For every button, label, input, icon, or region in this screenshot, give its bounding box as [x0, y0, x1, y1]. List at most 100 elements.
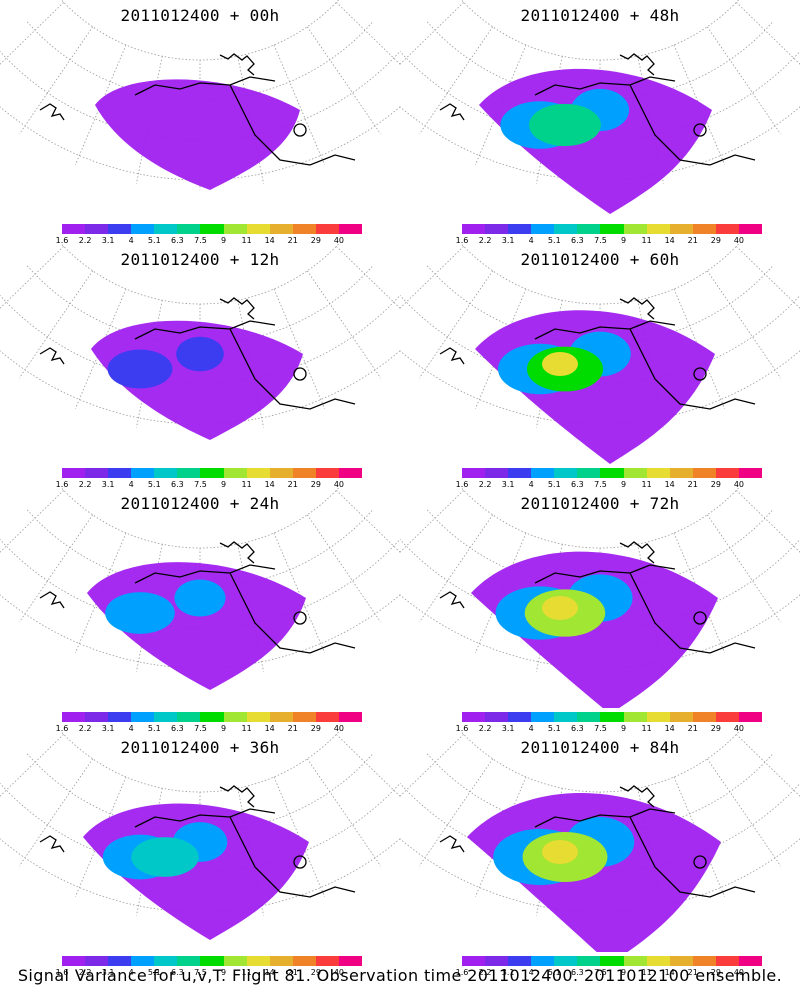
map-grid — [0, 488, 400, 678]
coastline — [39, 53, 356, 166]
colorbar-tick-label: 7.5 — [194, 724, 207, 733]
variance-region-mid — [107, 349, 173, 389]
colorbar-tick-label: 6.3 — [571, 724, 584, 733]
colorbar-swatch — [177, 712, 201, 722]
colorbar-tick-label: 14 — [264, 480, 275, 489]
colorbar-tick-label: 21 — [287, 968, 298, 977]
colorbar-ticks: 1.6 2.2 3.1 4 5.1 6.3 7.5 9 11 14 21 29 40 — [56, 236, 366, 246]
map-plot — [0, 488, 400, 690]
colorbar-tick-label: 9 — [620, 968, 627, 977]
colorbar-tick-label: 40 — [333, 724, 345, 733]
colorbar-tick-label: 2.2 — [478, 968, 492, 977]
colorbar-swatch — [200, 468, 224, 478]
colorbar-swatch — [577, 468, 601, 478]
colorbar-swatch — [200, 712, 224, 722]
colorbar-tick-label: 40 — [733, 236, 745, 245]
colorbar-swatch — [62, 224, 86, 234]
colorbar-swatch — [315, 224, 339, 234]
colorbar-tick-label: 2.2 — [478, 480, 492, 489]
colorbar-swatch — [246, 956, 270, 966]
colorbar-swatch — [338, 956, 363, 966]
colorbar-tick-label: 14 — [664, 724, 675, 733]
colorbar — [462, 956, 763, 966]
colorbar-swatch — [715, 712, 739, 722]
colorbar-swatch — [531, 224, 555, 234]
colorbar-ticks: 1.6 2.2 3.1 4 5.1 6.3 7.5 9 11 14 21 29 40 — [56, 968, 366, 978]
colorbar-tick-label: 2.2 — [478, 236, 492, 245]
colorbar-swatch — [669, 956, 693, 966]
colorbar-tick-label: 5.1 — [547, 968, 561, 977]
colorbar-swatch — [108, 224, 132, 234]
colorbar-swatch — [600, 468, 624, 478]
map-plot — [400, 0, 800, 215]
colorbar-tick-label: 14 — [664, 236, 675, 245]
colorbar-swatch — [338, 712, 363, 722]
colorbar-tick-label: 4 — [528, 968, 534, 977]
colorbar-swatch — [177, 468, 201, 478]
colorbar-swatch — [738, 956, 763, 966]
colorbar-tick-label: 1.6 — [455, 236, 469, 245]
colorbar-swatch — [692, 468, 716, 478]
colorbar-swatch — [292, 712, 316, 722]
colorbar-tick-label: 3.1 — [101, 236, 115, 245]
colorbar-swatch — [108, 712, 132, 722]
map-panel: 2011012400 + 72h 1.6 2.2 3.1 4 5.1 6.3 7.5 9 11 14… — [400, 488, 800, 736]
colorbar-tick-label: 7.5 — [594, 480, 607, 489]
coastline — [439, 785, 756, 898]
colorbar-tick-label: 21 — [287, 724, 298, 733]
map-panel: 2011012400 + 60h 1.6 2.2 3.1 4 5.1 6.3 7.5 9 11 14… — [400, 244, 800, 492]
colorbar-tick-label: 29 — [310, 480, 321, 489]
colorbar-ticks: 1.6 2.2 3.1 4 5.1 6.3 7.5 9 11 14 21 29 40 — [456, 724, 766, 734]
colorbar-tick-label: 9 — [220, 724, 227, 733]
colorbar-swatch — [338, 224, 363, 234]
colorbar-tick-label: 4 — [528, 724, 534, 733]
colorbar-ticks: 1.6 2.2 3.1 4 5.1 6.3 7.5 9 11 14 21 29 40 — [456, 480, 766, 490]
colorbar-ticks: 1.6 2.2 3.1 4 5.1 6.3 7.5 9 11 14 21 29 40 — [456, 236, 766, 246]
colorbar-swatch — [531, 712, 555, 722]
colorbar-tick-label: 29 — [310, 968, 321, 977]
colorbar-swatch — [246, 224, 270, 234]
colorbar-swatch — [85, 224, 109, 234]
colorbar-swatch — [131, 956, 155, 966]
colorbar-swatch — [85, 712, 109, 722]
colorbar-swatch — [623, 712, 647, 722]
variance-field — [471, 551, 718, 708]
colorbar-tick-label: 21 — [687, 724, 698, 733]
colorbar-swatch — [154, 468, 178, 478]
colorbar-swatch — [223, 712, 247, 722]
variance-field — [475, 310, 715, 464]
colorbar-swatch — [154, 712, 178, 722]
map-panel: 2011012400 + 48h 1.6 2.2 3.1 4 5.1 6.3 7.5 9 11 14… — [400, 0, 800, 248]
variance-region-mid — [174, 579, 226, 617]
colorbar-tick-label: 14 — [664, 480, 675, 489]
colorbar-tick-label: 1.6 — [55, 236, 69, 245]
colorbar-swatch — [738, 468, 763, 478]
colorbar-swatch — [269, 468, 293, 478]
colorbar-tick-label: 29 — [710, 480, 721, 489]
colorbar-swatch — [62, 956, 86, 966]
colorbar-tick-label: 5.1 — [547, 236, 561, 245]
colorbar — [462, 712, 763, 722]
variance-region-low — [95, 79, 300, 190]
colorbar-swatch — [646, 712, 670, 722]
colorbar-tick-label: 2.2 — [478, 724, 492, 733]
colorbar-swatch — [85, 468, 109, 478]
map-plot — [0, 244, 400, 440]
colorbar-tick-label: 7.5 — [194, 480, 207, 489]
colorbar-tick-label: 4 — [128, 480, 134, 489]
colorbar-tick-label: 11 — [241, 724, 252, 733]
colorbar-swatch — [462, 468, 486, 478]
colorbar-tick-label: 9 — [620, 724, 627, 733]
colorbar-tick-label: 2.2 — [78, 480, 92, 489]
colorbar-swatch — [738, 712, 763, 722]
colorbar-swatch — [600, 224, 624, 234]
colorbar-tick-label: 3.1 — [501, 968, 515, 977]
colorbar-tick-label: 29 — [710, 236, 721, 245]
coastline — [39, 297, 356, 410]
panel-title: 2011012400 + 00h — [120, 6, 280, 25]
colorbar-swatch — [577, 224, 601, 234]
variance-region-high — [529, 103, 601, 147]
colorbar-tick-label: 3.1 — [501, 480, 515, 489]
variance-region-peak — [542, 352, 578, 376]
colorbar-tick-label: 40 — [733, 724, 745, 733]
